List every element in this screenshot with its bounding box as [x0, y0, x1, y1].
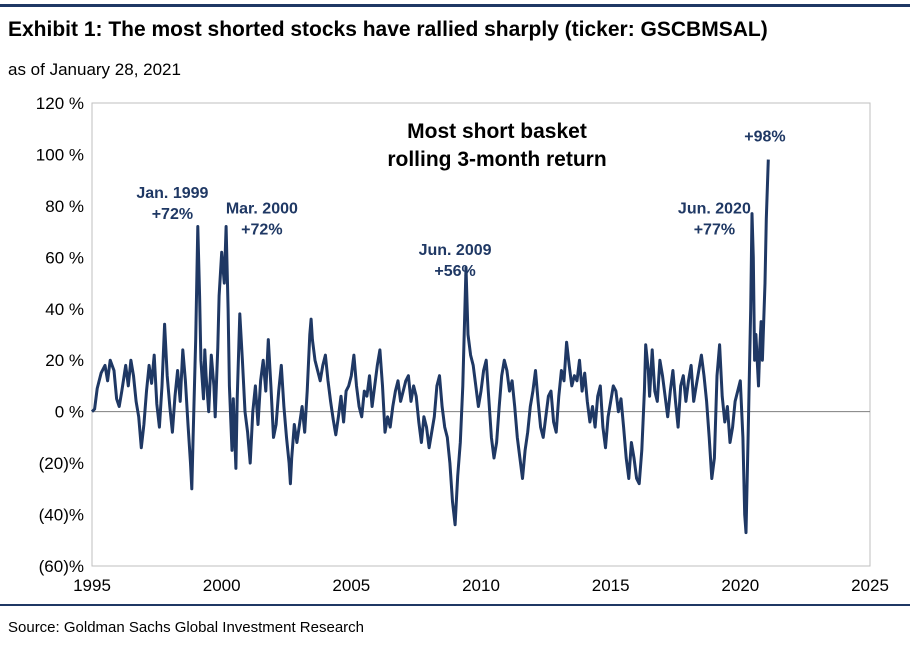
exhibit-title: Exhibit 1: The most shorted stocks have … — [8, 18, 768, 41]
annotation-value: +72% — [241, 222, 282, 239]
y-tick-label: (20)% — [39, 454, 84, 473]
y-axis: (60)% (40)% (20)% 0 % 20 % 40 % 60 % 80 % 100 % 1… — [36, 94, 84, 576]
y-tick-label: 60 % — [45, 248, 84, 267]
x-tick-label: 2025 — [851, 576, 889, 595]
y-tick-label: 20 % — [45, 351, 84, 370]
exhibit-date: as of January 28, 2021 — [8, 60, 181, 79]
x-tick-label: 2005 — [332, 576, 370, 595]
annotation-label: Jun. 2009 — [419, 242, 492, 259]
annotation-label: Jun. 2020 — [678, 201, 751, 218]
x-axis: 1995 2000 2005 2010 2015 2020 2025 — [73, 576, 889, 595]
y-tick-label: 80 % — [45, 197, 84, 216]
annotation-value: +72% — [152, 206, 193, 223]
annotations: Jan. 1999 +72% Mar. 2000 +72% Jun. 2009 +56% J… — [136, 129, 785, 280]
y-tick-label: 40 % — [45, 300, 84, 319]
y-tick-label: 0 % — [55, 403, 84, 422]
chart-title-line-2: rolling 3-month return — [387, 148, 606, 171]
x-tick-label: 2010 — [462, 576, 500, 595]
bottom-rule — [0, 604, 910, 606]
annotation-value: +56% — [434, 263, 475, 280]
y-tick-label: 120 % — [36, 94, 84, 113]
x-tick-label: 2020 — [721, 576, 759, 595]
annotation-label: Jan. 1999 — [136, 185, 208, 202]
plot-frame — [91, 102, 871, 567]
x-tick-label: 1995 — [73, 576, 111, 595]
source-note: Source: Goldman Sachs Global Investment … — [8, 619, 365, 636]
top-rule — [0, 4, 910, 7]
annotation-value: +77% — [694, 222, 735, 239]
chart-title-line-1: Most short basket — [407, 120, 587, 143]
x-tick-label: 2000 — [203, 576, 241, 595]
y-tick-label: (60)% — [39, 557, 84, 576]
annotation-label: Mar. 2000 — [226, 201, 298, 218]
annotation-label: +98% — [744, 129, 785, 146]
x-tick-label: 2015 — [592, 576, 630, 595]
series-line — [90, 159, 770, 535]
y-tick-label: 100 % — [36, 145, 84, 164]
y-tick-label: (40)% — [39, 506, 84, 525]
